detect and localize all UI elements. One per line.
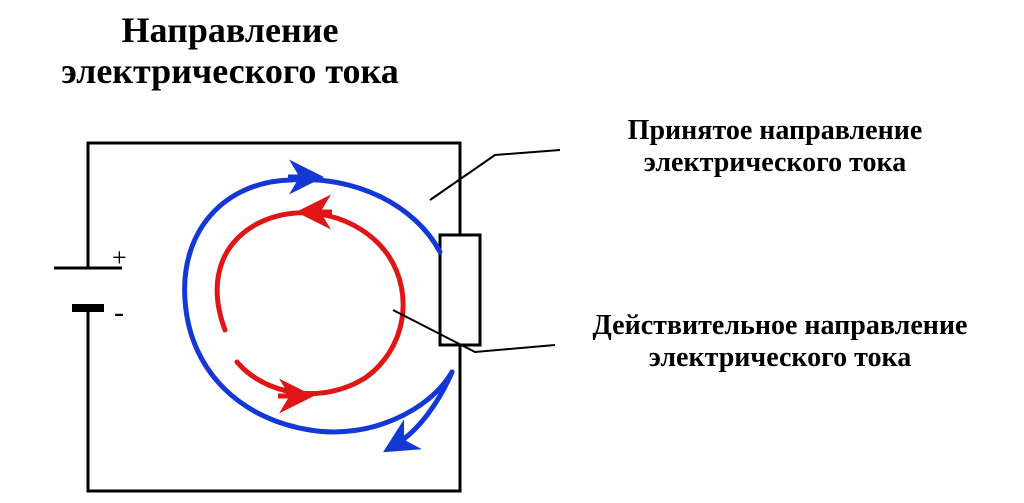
circuit-diagram xyxy=(0,0,1024,503)
leader-line-accepted xyxy=(430,150,560,200)
resistor xyxy=(440,235,480,345)
actual-current-loop xyxy=(217,213,403,394)
